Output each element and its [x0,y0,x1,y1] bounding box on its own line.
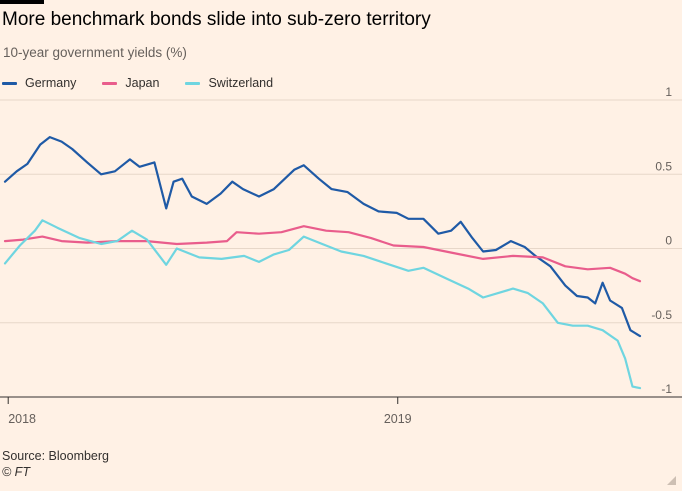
x-tick-label: 2019 [384,412,412,426]
ft-credit: © FT [2,465,30,479]
series-line-germany [3,136,642,338]
legend-label-japan: Japan [125,76,160,90]
y-tick-label: -0.5 [651,308,672,322]
chart-title: More benchmark bonds slide into sub-zero… [2,9,431,30]
legend-swatch-japan [102,81,118,85]
y-tick-label: -1 [661,382,672,396]
brand-bar [0,0,44,4]
legend-label-germany: Germany [25,76,77,90]
series-line-switzerland [3,219,642,390]
series-line-japan [3,225,642,283]
y-tick-label: 0 [665,234,672,248]
legend-label-switzerland: Switzerland [208,76,274,90]
legend-item-japan: Japan [102,76,159,90]
legend-swatch-switzerland [185,81,201,85]
gridlines [0,99,682,324]
source-note: Source: Bloomberg [2,449,110,463]
y-tick-label: 1 [665,85,672,99]
series-lines [3,136,642,390]
x-tick-labels: 2018 2019 [8,412,411,426]
legend-item-germany: Germany [2,76,76,90]
legend: Germany Japan Switzerland [2,76,273,90]
legend-swatch-germany [2,81,17,85]
chart-subtitle: 10-year government yields (%) [3,45,187,60]
x-tick-label: 2018 [8,412,36,426]
resize-handle-icon [667,476,676,485]
y-tick-label: 0.5 [655,159,672,173]
y-tick-labels: 1 0.5 0 -0.5 -1 [651,85,672,396]
legend-item-switzerland: Switzerland [185,76,273,90]
axes [0,396,682,404]
